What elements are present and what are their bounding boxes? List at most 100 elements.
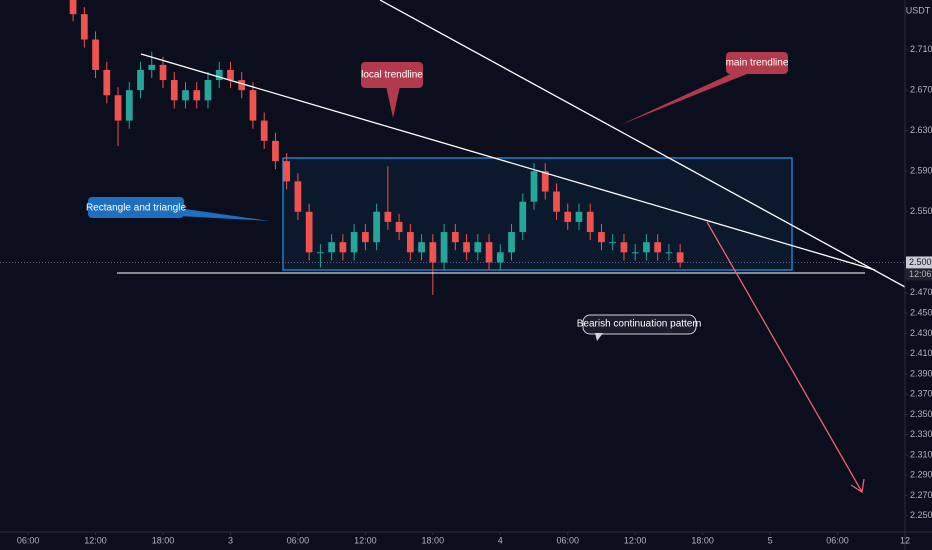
local-trendline — [140, 53, 876, 271]
candle-body — [643, 242, 650, 253]
candle-body — [586, 211, 594, 233]
candle-body — [92, 39, 99, 70]
candle-body — [305, 211, 313, 253]
candle-body — [631, 252, 639, 254]
candle-body — [429, 242, 437, 263]
candle-body — [541, 171, 549, 192]
candle-body — [362, 232, 369, 243]
candle-body — [283, 161, 291, 182]
y-tick-label: 2.290 — [910, 470, 932, 480]
candle-body — [80, 14, 88, 40]
y-tick-label: 2.590 — [910, 166, 932, 176]
candle-body — [159, 64, 167, 81]
candle-body — [463, 242, 470, 253]
y-tick-label: 2.630 — [910, 125, 932, 135]
x-tick-label: 06:00 — [17, 535, 40, 545]
x-tick-label: 06:00 — [287, 535, 310, 545]
candle-body — [575, 211, 583, 222]
candle-body — [350, 232, 358, 253]
axes: 2.710 2.670 2.630 2.590 2.550 2.470 2.450 2.430… — [17, 44, 932, 545]
callout-bearish: Bearish continuation pattern — [577, 314, 702, 341]
candle-body — [496, 252, 504, 263]
y-tick-label: 2.370 — [910, 389, 932, 399]
x-tick-label: 18:00 — [691, 535, 714, 545]
candle-body — [103, 69, 111, 96]
x-tick-label: 06:00 — [826, 535, 849, 545]
annotation-text: Rectangle and triangle — [86, 203, 187, 214]
candle-body — [676, 252, 684, 263]
candle-body — [609, 242, 617, 244]
last-price-box — [906, 256, 932, 269]
x-tick-label: 18:00 — [422, 535, 445, 545]
candle-body — [294, 181, 302, 212]
candle-body — [620, 242, 628, 253]
y-tick-label: 2.470 — [910, 287, 932, 297]
candle-body — [406, 232, 414, 253]
x-tick-label: 18:00 — [152, 535, 175, 545]
candle-body — [519, 201, 527, 233]
candle-body — [654, 242, 662, 253]
y-tick-label: 2.330 — [910, 429, 932, 439]
x-tick-label: 12:00 — [624, 535, 647, 545]
main-trendline — [379, 0, 906, 288]
candle-body — [125, 90, 133, 121]
candle-body — [384, 211, 392, 222]
candle-body — [485, 242, 493, 263]
y-tick-label: 2.670 — [910, 85, 932, 95]
bearish-arrow — [706, 221, 865, 494]
y-tick-label: 2.250 — [910, 510, 932, 520]
candle-body — [373, 211, 380, 243]
candle-body — [451, 232, 459, 243]
x-tick-label: 3 — [228, 535, 233, 545]
candle-body — [148, 64, 156, 70]
countdown-box — [906, 268, 932, 281]
candle-body — [170, 80, 178, 101]
candle-body — [215, 69, 223, 81]
y-tick-label: 2.410 — [910, 348, 932, 358]
candle-body — [665, 252, 673, 254]
candle-body — [227, 69, 234, 81]
annotation-text: Bearish continuation pattern — [577, 319, 702, 330]
x-tick-label: 4 — [498, 535, 503, 545]
candle-body — [553, 191, 560, 212]
candle-body — [418, 242, 425, 253]
candle-body — [339, 242, 347, 253]
y-tick-label: 2.390 — [910, 368, 932, 378]
candle-body — [137, 69, 144, 91]
candle-body — [182, 90, 189, 101]
candle-body — [395, 221, 403, 233]
candle-body — [328, 242, 336, 253]
rectangle-drawing — [282, 157, 793, 271]
candle-body — [272, 140, 279, 162]
candle-body — [317, 252, 324, 254]
candle-body — [474, 242, 482, 253]
candle-body — [564, 211, 572, 222]
candles — [69, 0, 684, 295]
x-tick-label: 12 — [900, 535, 910, 545]
y-tick-label: 2.710 — [910, 44, 932, 54]
candle-body — [598, 232, 605, 243]
countdown-label: 12:06 — [909, 269, 932, 279]
x-tick-label: 5 — [768, 535, 773, 545]
candle-body — [440, 232, 448, 263]
candle-body — [69, 0, 77, 15]
candle-body — [114, 95, 122, 121]
candle-body — [238, 80, 246, 91]
y-tick-label: 2.430 — [910, 328, 932, 338]
last-price-label: 2.500 — [909, 257, 932, 267]
x-tick-label: 12:00 — [84, 535, 107, 545]
candle-body — [508, 232, 515, 253]
x-tick-label: 06:00 — [556, 535, 579, 545]
candle-body — [249, 90, 257, 121]
candle-body — [204, 80, 212, 101]
y-tick-label: 2.310 — [910, 449, 932, 459]
annotation-text: main trendline — [726, 58, 789, 69]
callout-rectangle: Rectangle and triangle — [86, 197, 270, 221]
candle-body — [193, 90, 201, 101]
y-tick-label: 2.350 — [910, 409, 932, 419]
candle-body — [530, 171, 538, 202]
annotation-text: local trendline — [361, 70, 423, 81]
callout-main: main trendline — [620, 52, 789, 125]
